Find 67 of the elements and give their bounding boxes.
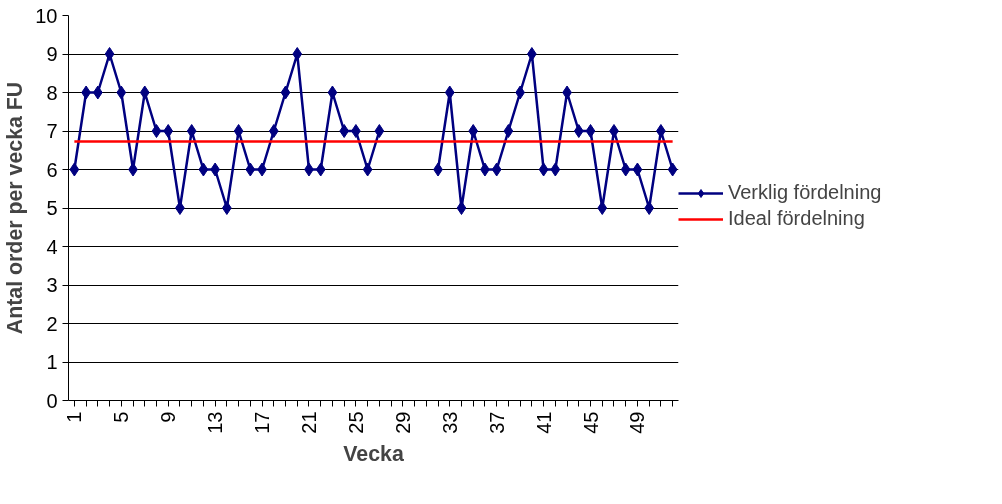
point bbox=[104, 47, 115, 61]
point bbox=[374, 124, 385, 138]
point bbox=[456, 201, 467, 215]
point bbox=[339, 124, 350, 138]
x-tick-label: 1 bbox=[63, 411, 86, 423]
point bbox=[222, 201, 232, 215]
point bbox=[491, 162, 502, 177]
point bbox=[292, 47, 303, 61]
point bbox=[198, 162, 209, 177]
x-tick-label: 13 bbox=[204, 411, 227, 434]
point bbox=[444, 85, 455, 100]
point bbox=[585, 124, 596, 138]
y-axis-title: Antal order per vecka FU bbox=[3, 81, 28, 335]
point bbox=[151, 124, 162, 138]
x-tick-label: 49 bbox=[626, 411, 649, 434]
legend-label: Ideal fördelning bbox=[728, 207, 865, 230]
point bbox=[550, 162, 561, 177]
point bbox=[468, 124, 479, 138]
point bbox=[245, 162, 256, 177]
point bbox=[503, 124, 514, 138]
point bbox=[644, 201, 655, 215]
point bbox=[573, 124, 584, 138]
y-tick-label: 3 bbox=[46, 274, 58, 296]
y-tick-label: 9 bbox=[46, 43, 58, 65]
x-tick-label: 25 bbox=[344, 411, 367, 434]
y-tick-label: 7 bbox=[46, 120, 58, 142]
point bbox=[315, 162, 326, 177]
point bbox=[609, 124, 619, 138]
point bbox=[280, 85, 291, 100]
y-tick-label: 2 bbox=[46, 312, 58, 335]
point bbox=[268, 124, 279, 138]
point bbox=[632, 162, 643, 177]
x-tick-label: 45 bbox=[579, 411, 602, 434]
x-tick-label: 17 bbox=[251, 411, 274, 434]
y-tick-label: 5 bbox=[46, 197, 58, 219]
point bbox=[116, 85, 127, 100]
y-tick-label: 10 bbox=[35, 4, 58, 27]
y-tick-label: 0 bbox=[46, 389, 58, 412]
y-tick-label: 4 bbox=[46, 235, 58, 258]
x-tick-label: 21 bbox=[297, 411, 320, 434]
x-tick-label: 5 bbox=[110, 411, 133, 423]
point bbox=[351, 124, 361, 138]
y-tick-label: 6 bbox=[46, 158, 58, 181]
point bbox=[139, 85, 150, 100]
point bbox=[233, 124, 244, 138]
x-tick-label: 9 bbox=[157, 411, 180, 423]
point bbox=[656, 124, 666, 138]
x-axis-title: Vecka bbox=[343, 441, 404, 466]
point bbox=[175, 201, 185, 215]
point bbox=[527, 47, 537, 61]
y-tick-label: 8 bbox=[46, 81, 58, 104]
x-tick-label: 33 bbox=[438, 411, 461, 434]
point bbox=[538, 162, 549, 177]
point bbox=[186, 124, 197, 138]
point bbox=[362, 162, 373, 177]
x-tick-label: 37 bbox=[485, 411, 508, 434]
point bbox=[667, 162, 678, 177]
point bbox=[597, 201, 608, 215]
point bbox=[327, 85, 338, 100]
legend-label: Verklig fördelning bbox=[728, 181, 882, 204]
y-tick-label: 1 bbox=[46, 351, 58, 373]
point bbox=[163, 124, 174, 138]
x-tick-label: 29 bbox=[391, 411, 414, 434]
point bbox=[620, 162, 631, 177]
point bbox=[92, 85, 103, 100]
point bbox=[69, 162, 80, 177]
x-tick-label: 41 bbox=[532, 411, 555, 434]
